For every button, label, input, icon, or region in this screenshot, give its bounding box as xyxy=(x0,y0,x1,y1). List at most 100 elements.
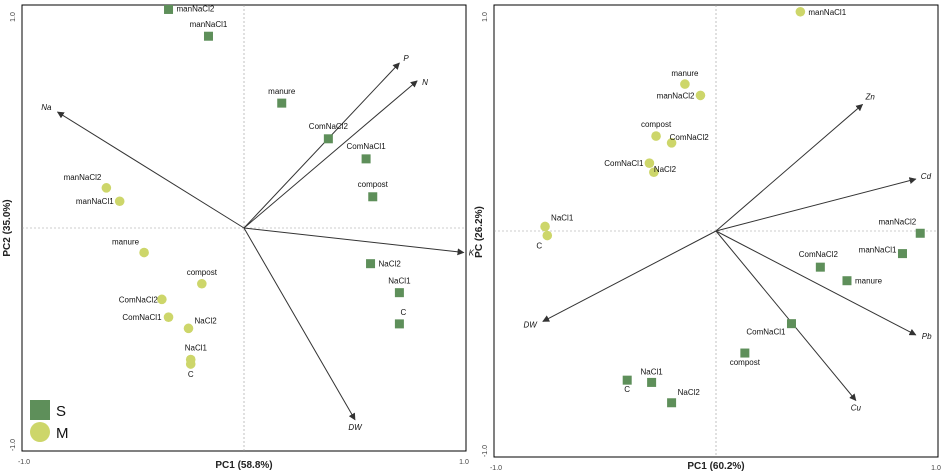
panel1-point-s-mannacl2-label: manNaCl2 xyxy=(177,4,215,13)
panel1-point-m-nacl2 xyxy=(183,323,194,334)
panel2-y-axis-label: PC (26.2%) xyxy=(474,206,485,258)
panel2-point-m-compost-label: compost xyxy=(641,120,672,129)
panel1-vector-label-na: Na xyxy=(41,103,52,112)
panel2-point-s-mannacl2-label: manNaCl2 xyxy=(878,217,916,226)
panel1-point-s-mannacl1 xyxy=(203,31,213,41)
panel2-point-m-comnacl2 xyxy=(666,138,677,148)
panel2-x-tick-max: 1.0 xyxy=(931,465,941,472)
panel1-point-m-comnacl2-label: ComNaCl2 xyxy=(119,295,159,304)
panel1-point-s-comnacl2-label: ComNaCl2 xyxy=(309,122,349,131)
panel1-y-axis-label: PC2 (35.0%) xyxy=(2,199,13,256)
panel2-vector-label-cd: Cd xyxy=(921,172,932,181)
panel2-point-m-comnacl1 xyxy=(644,158,655,168)
panel1-point-s-comnacl1-label: ComNaCl1 xyxy=(347,142,387,151)
panel1-vector-label-n: N xyxy=(422,78,428,87)
panel1-vector-k xyxy=(243,227,465,256)
panel2-point-s-c xyxy=(622,375,632,385)
panel1-vector-na xyxy=(56,111,245,229)
panel1-x-axis-label: PC1 (58.8%) xyxy=(215,460,272,471)
panel1-point-m-nacl1-label: NaCl1 xyxy=(185,344,208,353)
legend-swatch-m xyxy=(30,422,50,442)
panel2-point-m-comnacl1-label: ComNaCl1 xyxy=(604,159,644,168)
panel1-x-tick-min: -1.0 xyxy=(18,459,30,466)
panel2-vector-label-zn: Zn xyxy=(865,92,876,101)
panel1-y-tick-min: -1.0 xyxy=(10,439,17,451)
panel2-point-m-nacl2-label: NaCl2 xyxy=(654,165,677,174)
panel2-point-m-compost xyxy=(651,131,661,141)
panel2-point-s-nacl2-label: NaCl2 xyxy=(678,388,701,397)
panel2-point-s-nacl2 xyxy=(667,398,677,408)
panel1-point-s-comnacl2 xyxy=(323,134,333,144)
panel1-vector-dw xyxy=(243,227,356,421)
panel1-vector-label-p: P xyxy=(403,54,409,63)
panel1-point-s-mannacl2 xyxy=(164,4,174,14)
panel1-point-s-nacl1-label: NaCl1 xyxy=(388,277,411,286)
panel1-point-m-c-label: C xyxy=(188,370,194,379)
panel2-vector-dw xyxy=(542,230,717,322)
panel2-vector-cd xyxy=(715,177,917,232)
panel2-point-m-nacl1 xyxy=(540,221,550,232)
panel2-point-m-nacl1-label: NaCl1 xyxy=(551,213,574,222)
panel2-point-s-c-label: C xyxy=(624,385,630,394)
panel2-point-s-mannacl1 xyxy=(897,249,907,259)
panel2-point-s-comnacl1-label: ComNaCl1 xyxy=(746,328,786,337)
panel1-vector-label-k: K xyxy=(469,249,475,258)
panel2-point-m-manure xyxy=(680,79,690,89)
panel2-point-m-c-label: C xyxy=(536,242,542,251)
panel2-point-s-comnacl1 xyxy=(786,319,796,329)
panel1-point-s-mannacl1-label: manNaCl1 xyxy=(190,20,228,29)
panel2-point-m-mannacl1-label: manNaCl1 xyxy=(808,8,846,17)
panel1-point-s-compost xyxy=(368,192,378,202)
panel2-point-s-mannacl2 xyxy=(915,228,925,238)
panel2-point-s-mannacl1-label: manNaCl1 xyxy=(859,246,897,255)
panel2-point-m-comnacl2-label: ComNaCl2 xyxy=(670,133,710,142)
panel1-point-m-nacl2-label: NaCl2 xyxy=(195,316,218,325)
panel1-point-m-compost-label: compost xyxy=(187,268,218,277)
panel1-point-m-comnacl2 xyxy=(157,294,167,305)
panel1-vector-p xyxy=(243,62,400,229)
panel1-point-m-manure-label: manure xyxy=(112,238,140,247)
panel1-x-tick-max: 1.0 xyxy=(459,459,469,466)
legend-label-m: M xyxy=(56,425,69,442)
panel2-point-s-comnacl2-label: ComNaCl2 xyxy=(799,250,839,259)
panel2-vector-zn xyxy=(715,103,864,232)
panel1-point-s-nacl2-label: NaCl2 xyxy=(379,260,402,269)
panel1-point-m-compost xyxy=(197,278,207,289)
panel1-point-s-c xyxy=(394,319,404,329)
panel2-vector-label-dw: DW xyxy=(524,320,539,329)
legend-label-s: S xyxy=(56,403,66,420)
panel2-point-s-manure-label: manure xyxy=(855,277,883,286)
panel1-point-m-c xyxy=(185,359,196,369)
panel1-point-s-comnacl1 xyxy=(361,154,371,164)
panel2-point-s-nacl1-label: NaCl1 xyxy=(641,367,664,376)
panel2-point-m-mannacl2 xyxy=(695,90,706,101)
panel1-point-m-comnacl1 xyxy=(163,312,174,323)
panel2-y-tick-max: 1.0 xyxy=(482,12,489,22)
panel1-point-m-manure xyxy=(139,247,149,258)
panel2-point-s-compost xyxy=(740,348,750,358)
panel2-point-m-mannacl1 xyxy=(795,6,806,17)
panel2-point-m-nacl2 xyxy=(649,167,659,178)
panel1-point-m-mannacl2 xyxy=(101,183,112,193)
panel1-vector-label-dw: DW xyxy=(348,423,363,432)
panel1-vector-n xyxy=(243,80,418,229)
panel1-point-m-mannacl2-label: manNaCl2 xyxy=(64,173,102,182)
panel2-vector-label-cu: Cu xyxy=(851,404,862,413)
legend-swatch-s xyxy=(30,400,50,420)
panel2-x-tick-min: -1.0 xyxy=(490,465,502,472)
panel2-vector-pb xyxy=(715,230,917,336)
panel2-point-m-manure-label: manure xyxy=(671,69,699,78)
panel2-point-s-manure xyxy=(842,276,852,286)
panel2-vector-label-pb: Pb xyxy=(922,332,932,341)
panel1-point-s-compost-label: compost xyxy=(358,180,389,189)
panel1-point-s-nacl2 xyxy=(366,259,376,269)
panel2-point-s-nacl1 xyxy=(647,377,657,387)
panel2-x-axis-label: PC1 (60.2%) xyxy=(687,461,744,472)
panel1-point-s-manure-label: manure xyxy=(268,87,296,96)
panel1-point-m-mannacl1-label: manNaCl1 xyxy=(76,197,114,206)
panel1-y-tick-max: 1.0 xyxy=(10,12,17,22)
panel1-point-m-mannacl1 xyxy=(114,196,125,207)
panel1-point-s-nacl1 xyxy=(394,288,404,298)
panel2-point-s-compost-label: compost xyxy=(730,358,761,367)
